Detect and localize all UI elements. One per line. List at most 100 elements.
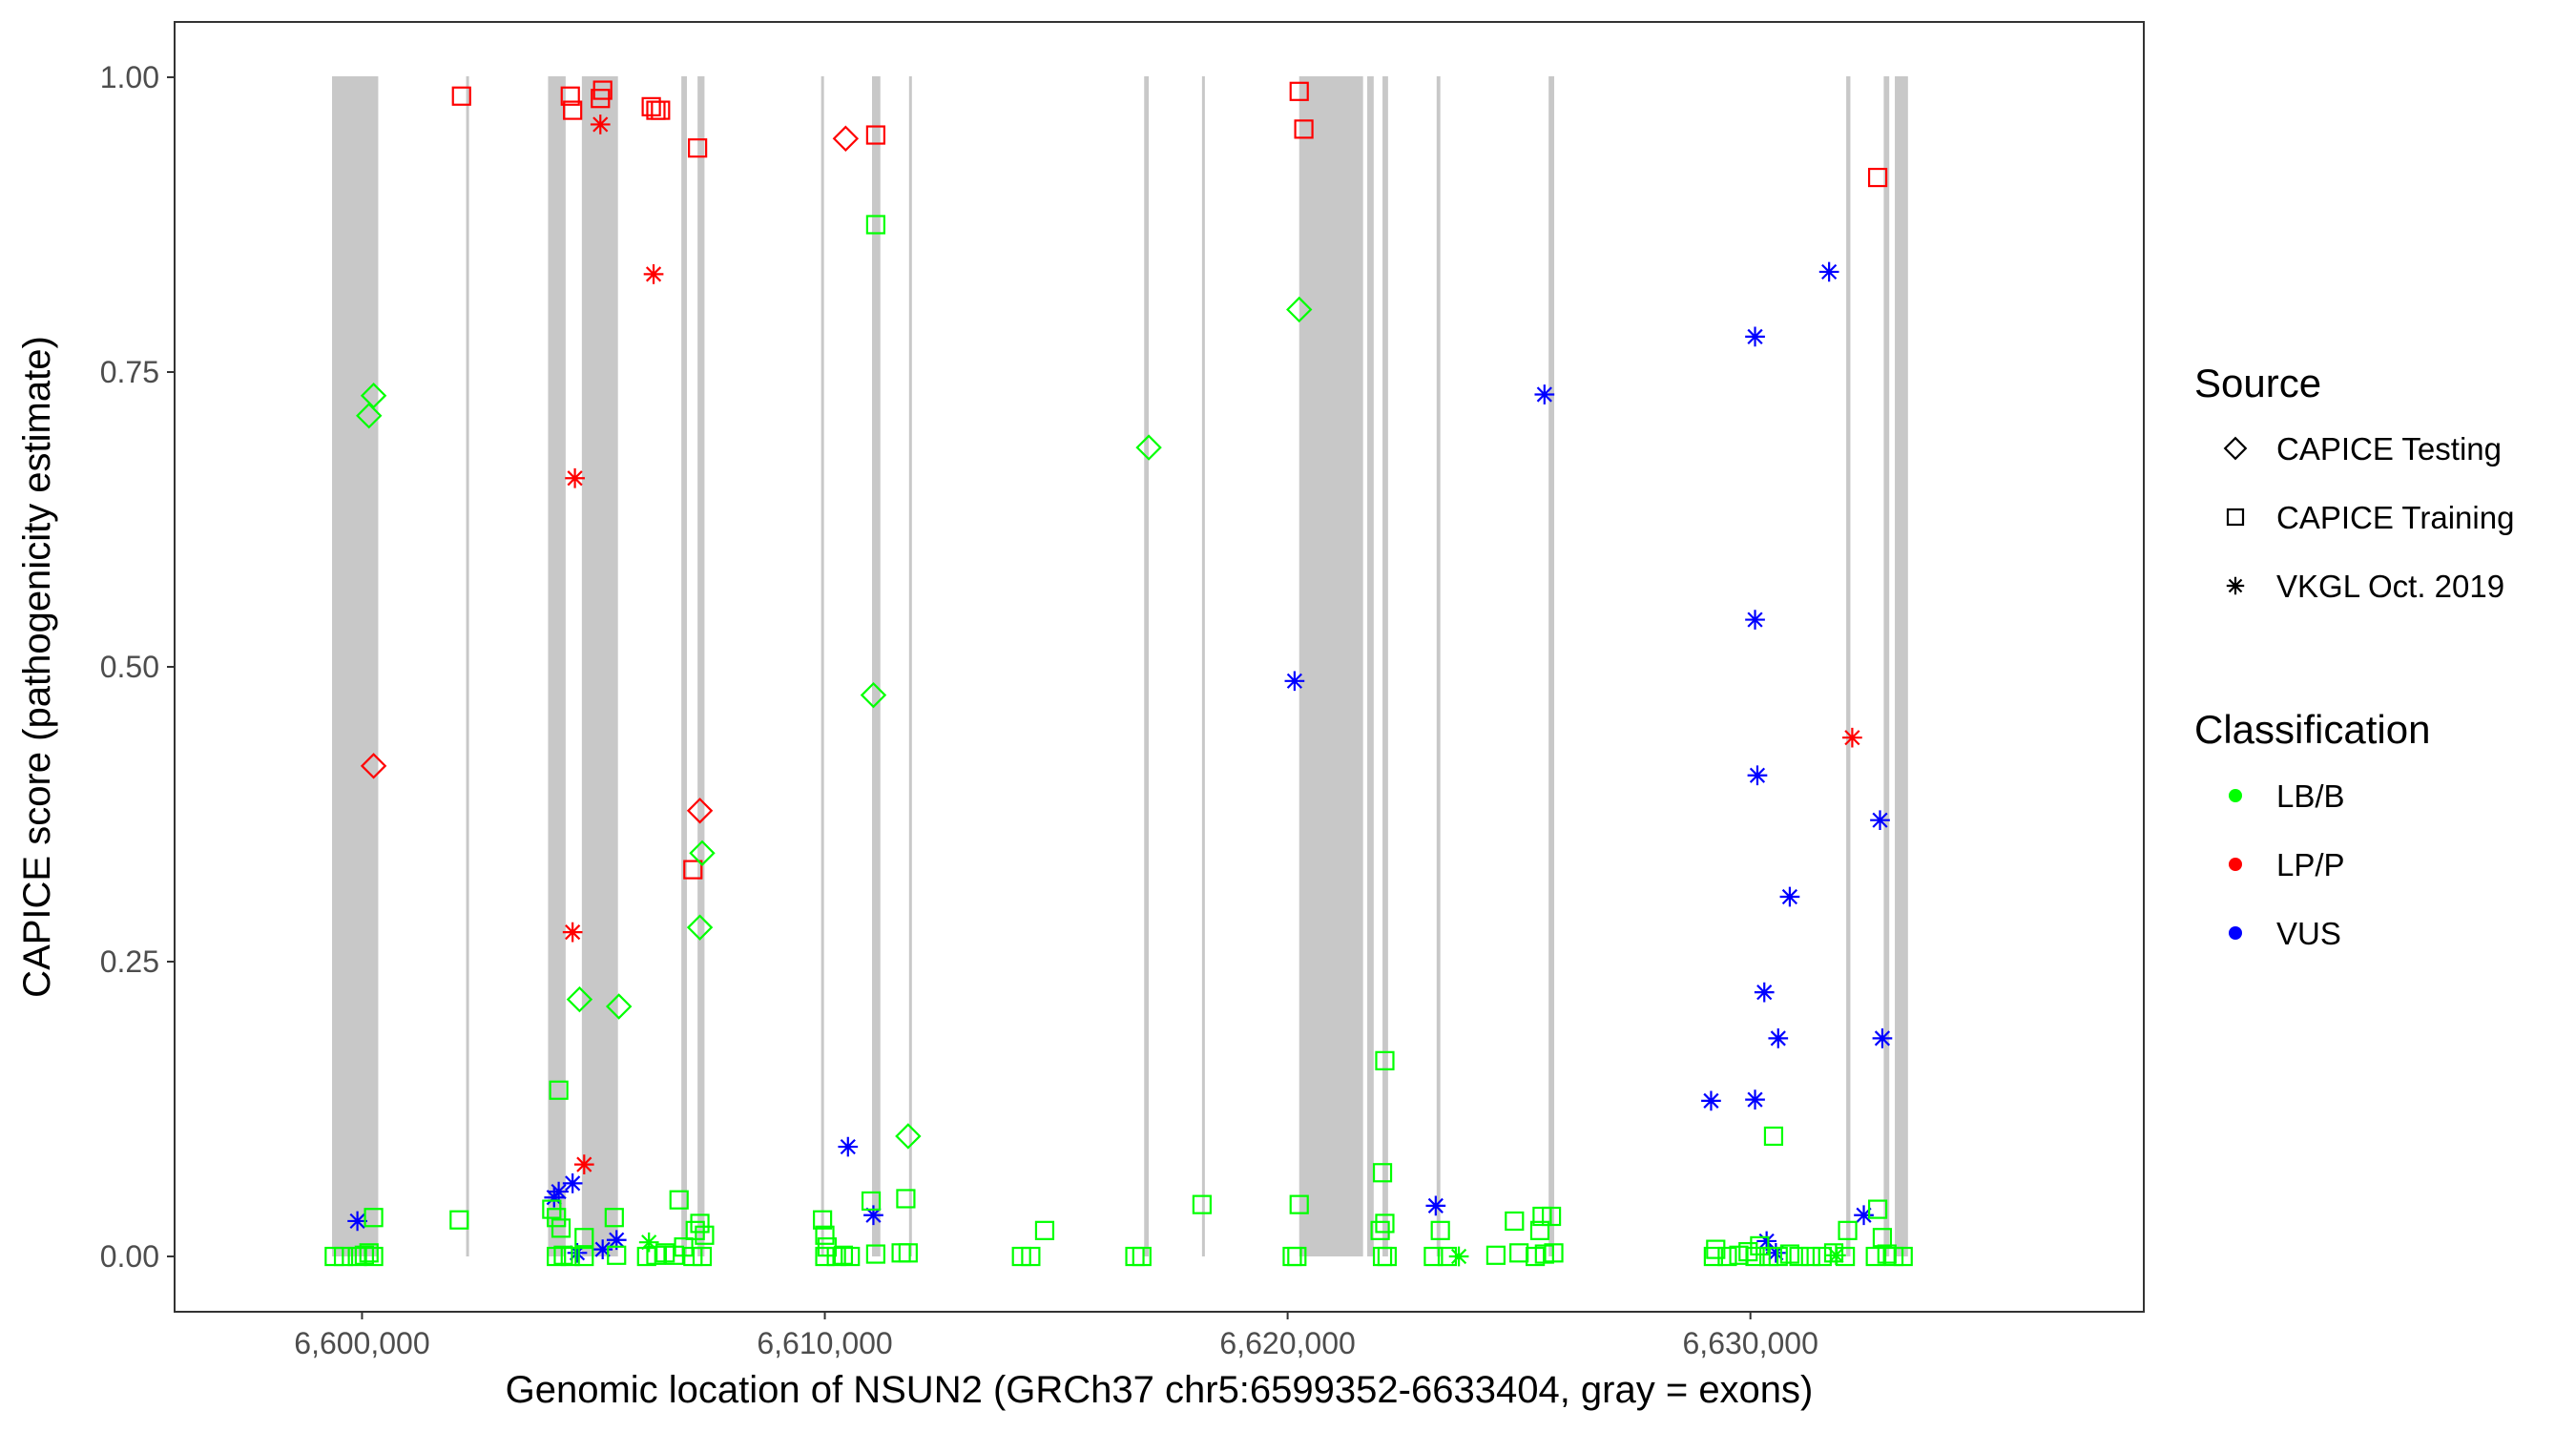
data-point-lp-p — [686, 798, 714, 824]
data-point-lp-p — [1867, 167, 1888, 188]
data-point-lb-b — [1505, 1211, 1525, 1232]
data-point-lb-b — [815, 1225, 835, 1245]
data-point-lb-b — [333, 1246, 354, 1267]
data-point-lb-b — [1789, 1246, 1809, 1267]
data-point-lb-b — [1738, 1241, 1758, 1262]
exon-band — [1144, 75, 1150, 1257]
exon-band — [1367, 75, 1374, 1257]
data-point-lp-p — [1842, 727, 1862, 748]
data-point-vus — [1701, 1090, 1721, 1111]
data-point-lb-b — [360, 383, 387, 409]
exon-band — [1883, 75, 1890, 1257]
data-point-lp-p — [560, 86, 580, 106]
data-point-lb-b — [638, 1232, 659, 1253]
exon-band — [821, 75, 824, 1257]
data-point-lb-b — [549, 1080, 569, 1100]
data-points — [324, 80, 1913, 1267]
data-point-vus — [1870, 810, 1890, 831]
exon-band — [908, 75, 912, 1257]
legend-label-classification: LP/P — [2276, 847, 2345, 882]
data-point-vus — [1745, 1089, 1765, 1110]
legend: Source CAPICE Testing CAPICE Training VKGL … — [2194, 361, 2514, 951]
data-point-vus — [838, 1136, 859, 1157]
data-point-lb-b — [1289, 1194, 1309, 1214]
data-point-lp-p — [688, 138, 708, 158]
data-point-vus — [1754, 982, 1775, 1003]
data-point-lb-b — [551, 1218, 571, 1238]
data-point-lp-p — [1289, 81, 1309, 101]
exon-band — [1382, 75, 1388, 1257]
data-point-lb-b — [364, 1208, 384, 1228]
data-point-lb-b — [1745, 1246, 1765, 1267]
data-point-lb-b — [826, 1246, 846, 1267]
exon-band — [548, 75, 566, 1257]
legend-key-color — [2229, 789, 2242, 802]
data-point-lp-p — [563, 100, 583, 120]
y-tick-label: 0.75 — [100, 355, 159, 389]
y-tick-label: 0.50 — [100, 650, 159, 684]
data-point-vus — [567, 1242, 588, 1263]
exon-band — [872, 75, 881, 1257]
data-point-lp-p — [865, 125, 885, 145]
data-point-vus — [1768, 1028, 1789, 1048]
legend-label-source: CAPICE Testing — [2276, 431, 2502, 467]
data-point-lp-p — [451, 86, 471, 106]
data-point-lb-b — [605, 993, 633, 1020]
data-point-lb-b — [1021, 1246, 1041, 1267]
y-tick-label: 1.00 — [100, 60, 159, 94]
data-point-lb-b — [1286, 296, 1313, 323]
data-point-lb-b — [1706, 1239, 1726, 1259]
legend-key-square — [2226, 508, 2245, 527]
y-tick-label: 0.00 — [100, 1239, 159, 1274]
data-point-lb-b — [1838, 1220, 1858, 1240]
data-point-lb-b — [547, 1246, 567, 1267]
legend-title-classification: Classification — [2194, 707, 2430, 752]
data-point-vus — [606, 1230, 627, 1251]
data-point-vus — [1745, 326, 1765, 347]
exon-band — [581, 75, 618, 1257]
data-point-vus — [562, 1173, 583, 1193]
data-point-lb-b — [1377, 1246, 1398, 1267]
exon-bands — [332, 75, 1908, 1257]
exon-band — [1298, 75, 1363, 1257]
data-point-lp-p — [643, 264, 664, 284]
data-point-vus — [549, 1181, 569, 1202]
data-point-vus — [592, 1239, 613, 1259]
x-tick-label: 6,630,000 — [1683, 1326, 1818, 1360]
data-point-vus — [1766, 1242, 1786, 1263]
exon-band — [466, 75, 469, 1257]
exon-band — [697, 75, 705, 1257]
y-axis-title: CAPICE score (pathogenicity estimate) — [16, 336, 58, 998]
data-point-lp-p — [683, 860, 703, 880]
legend-label-source: VKGL Oct. 2019 — [2276, 569, 2504, 604]
data-point-lb-b — [1763, 1126, 1784, 1147]
data-point-lb-b — [1375, 1213, 1395, 1234]
data-point-lb-b — [1485, 1245, 1506, 1265]
data-point-lb-b — [1509, 1243, 1529, 1263]
data-point-vus — [1854, 1205, 1874, 1226]
exon-band — [1846, 75, 1851, 1257]
data-point-lb-b — [695, 1225, 715, 1245]
data-point-lb-b — [574, 1228, 594, 1248]
data-point-lb-b — [690, 1213, 710, 1234]
data-point-lb-b — [1717, 1246, 1737, 1267]
data-point-lb-b — [891, 1243, 911, 1263]
data-point-lb-b — [1544, 1243, 1564, 1263]
data-point-lb-b — [364, 1246, 384, 1267]
data-point-lb-b — [1125, 1246, 1145, 1267]
data-point-vus — [1872, 1028, 1893, 1048]
legend-key-color — [2229, 858, 2242, 871]
exon-band — [1201, 75, 1205, 1257]
data-point-lb-b — [689, 840, 716, 867]
legend-title-source: Source — [2194, 361, 2321, 405]
data-point-lb-b — [686, 914, 714, 941]
data-point-lb-b — [1826, 1245, 1846, 1266]
data-point-lb-b — [1132, 1246, 1152, 1267]
data-point-lb-b — [1703, 1246, 1723, 1267]
data-point-lp-p — [565, 467, 585, 488]
x-tick-label: 6,600,000 — [294, 1326, 429, 1360]
data-point-lb-b — [1282, 1246, 1302, 1267]
data-point-lb-b — [1823, 1243, 1844, 1263]
y-tick-label: 0.25 — [100, 944, 159, 979]
